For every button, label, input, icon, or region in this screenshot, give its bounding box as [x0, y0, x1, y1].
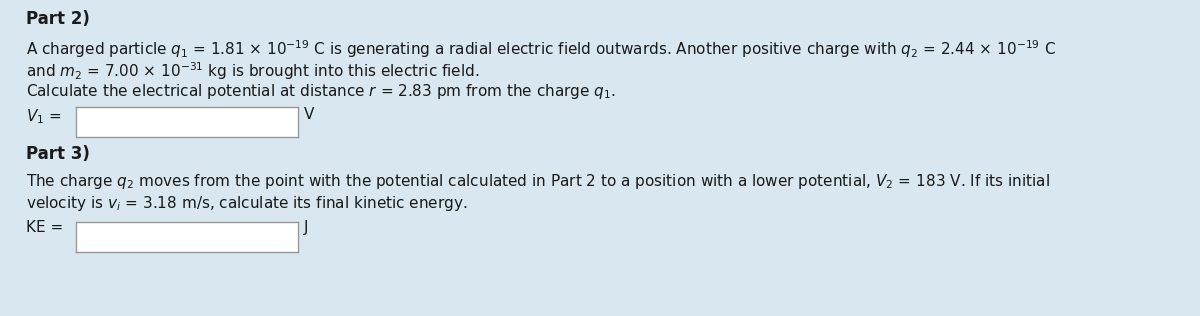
- Text: V: V: [304, 107, 314, 122]
- Text: J: J: [304, 220, 308, 235]
- Text: velocity is $v_i$ = 3.18 m/s, calculate its final kinetic energy.: velocity is $v_i$ = 3.18 m/s, calculate …: [26, 194, 468, 213]
- Text: The charge $q_2$ moves from the point with the potential calculated in Part 2 to: The charge $q_2$ moves from the point wi…: [26, 172, 1050, 191]
- Text: A charged particle $q_1$ = 1.81 × 10$^{-19}$ C is generating a radial electric f: A charged particle $q_1$ = 1.81 × 10$^{-…: [26, 38, 1056, 60]
- Text: $V_1$ =: $V_1$ =: [26, 107, 62, 126]
- Text: and $m_2$ = 7.00 × 10$^{-31}$ kg is brought into this electric field.: and $m_2$ = 7.00 × 10$^{-31}$ kg is brou…: [26, 60, 480, 82]
- Text: Part 2): Part 2): [26, 10, 90, 28]
- Text: KE =: KE =: [26, 220, 64, 235]
- Text: Part 3): Part 3): [26, 145, 90, 163]
- Text: Calculate the electrical potential at distance $r$ = 2.83 pm from the charge $q_: Calculate the electrical potential at di…: [26, 82, 616, 101]
